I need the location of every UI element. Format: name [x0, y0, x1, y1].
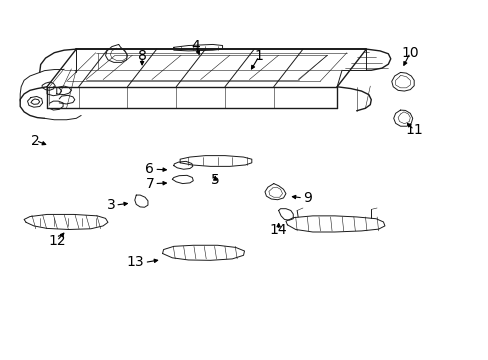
Text: 8: 8 [138, 49, 146, 63]
Text: 14: 14 [269, 223, 287, 237]
Text: 6: 6 [145, 162, 154, 176]
Text: 10: 10 [401, 46, 418, 60]
Text: 1: 1 [254, 49, 263, 63]
Text: 2: 2 [31, 134, 40, 148]
Text: 5: 5 [210, 173, 219, 187]
Text: 9: 9 [303, 191, 311, 205]
Text: 3: 3 [106, 198, 115, 212]
Text: 12: 12 [48, 234, 65, 248]
Text: 4: 4 [191, 39, 200, 53]
Text: 7: 7 [145, 177, 154, 190]
Text: 13: 13 [127, 256, 144, 270]
Text: 11: 11 [405, 123, 422, 137]
